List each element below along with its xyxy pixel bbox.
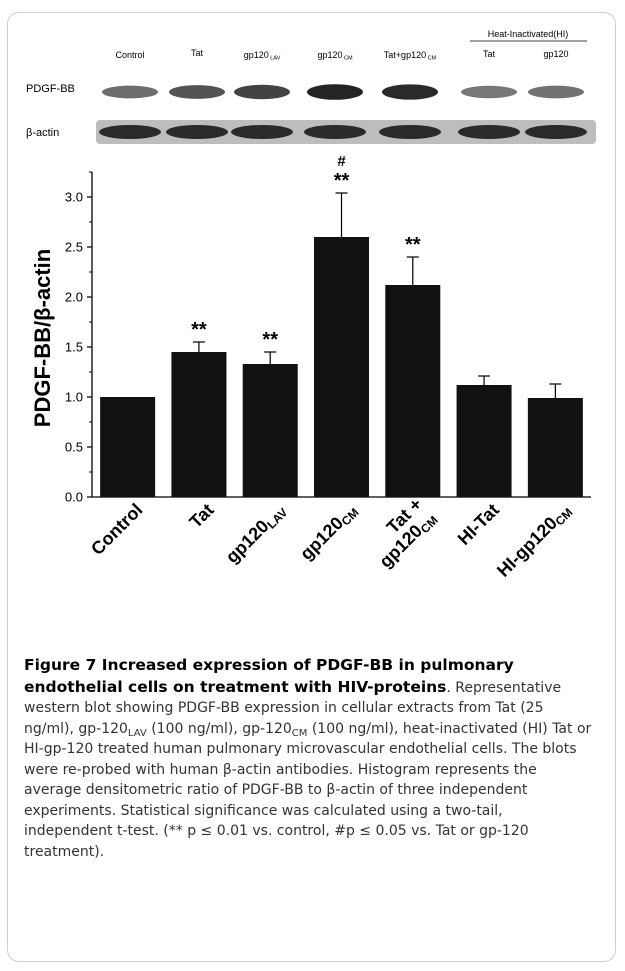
actin-band — [458, 125, 520, 139]
actin-band — [166, 125, 228, 139]
x-tick-label-main: Tat — [185, 500, 217, 532]
x-tick-label: Control — [87, 500, 146, 559]
blot-row-label-actin: β-actin — [26, 127, 59, 139]
blot-lane-label-sub: CM — [342, 56, 353, 62]
x-tick-label: Tat — [185, 500, 217, 532]
blot-lane-label: Tat — [191, 48, 204, 58]
hi-group-label: Heat-Inactivated(HI) — [488, 29, 569, 39]
blot-row-label-pdgf: PDGF-BB — [26, 83, 75, 95]
actin-band — [379, 125, 441, 139]
pdgf-band — [382, 84, 438, 100]
blot-lane-label: Tat — [483, 49, 496, 59]
pdgf-band — [169, 85, 225, 99]
y-tick-label: 0.5 — [65, 440, 83, 455]
pdgf-band — [234, 84, 290, 100]
bar — [385, 285, 441, 497]
figure-caption: Figure 7 Increased expression of PDGF-BB… — [24, 655, 592, 862]
x-tick-label: HI-gp120CM — [493, 500, 576, 583]
blot-lane-label: Tat+gp120 CM — [384, 50, 437, 62]
y-tick-label: 3.0 — [65, 190, 83, 205]
caption-body-2: (100 ng/ml), gp-120 — [146, 720, 292, 737]
bar — [527, 398, 583, 497]
actin-band — [231, 125, 293, 139]
blot-lane-label: gp120 CM — [317, 50, 353, 62]
x-tick-label: Tat +gp120CM — [362, 494, 441, 573]
western-blot: Control Tat gp120 LAV gp120 CM Tat+gp120 CM T… — [26, 29, 596, 144]
x-tick-label: gp120LAV — [222, 500, 291, 569]
significance-label: ** — [405, 234, 421, 256]
bar — [314, 237, 369, 497]
x-tick-label: gp120CM — [296, 500, 362, 566]
actin-band — [525, 125, 587, 139]
bar — [171, 352, 227, 497]
x-tick-label: HI-Tat — [454, 500, 503, 549]
actin-band — [304, 125, 366, 139]
caption-body-3: (100 ng/ml), heat-inactivated (HI) Tat o… — [24, 720, 592, 860]
caption-sub-lav: LAV — [127, 727, 147, 739]
significance-hash: # — [337, 153, 346, 170]
significance-label: ** — [334, 170, 350, 192]
blot-lane-label: gp120 — [543, 49, 568, 59]
x-tick-label-main: Control — [87, 500, 146, 559]
pdgf-band — [102, 85, 158, 99]
y-tick-label: 2.0 — [65, 290, 83, 305]
blot-lane-label: Control — [115, 50, 144, 60]
caption-sub-cm: CM — [291, 727, 308, 739]
pdgf-band — [528, 85, 584, 99]
y-tick-label: 2.5 — [65, 240, 83, 255]
y-tick-label: 1.5 — [65, 340, 83, 355]
bar — [456, 385, 512, 497]
blot-lane-label: gp120 LAV — [244, 50, 281, 62]
x-tick-label-main: HI-Tat — [454, 500, 503, 549]
pdgf-band — [461, 85, 517, 99]
blot-lane-label-sub: CM — [426, 56, 437, 62]
significance-label: ** — [262, 329, 278, 351]
pdgf-band — [307, 84, 363, 100]
bar — [242, 364, 298, 497]
blot-lane-label-sub: LAV — [269, 56, 281, 62]
y-tick-label: 0.0 — [65, 490, 83, 505]
significance-label: ** — [191, 319, 207, 341]
actin-band — [99, 125, 161, 139]
bar — [100, 397, 156, 497]
caption-title: Figure 7 Increased expression of PDGF-BB… — [24, 656, 514, 696]
caption-body-1: . Representative western blot showing PD… — [24, 679, 562, 737]
y-axis-label: PDGF-BB/β-actin — [30, 249, 55, 427]
y-tick-label: 1.0 — [65, 390, 83, 405]
x-tick-label-main: HI-gp120 — [493, 513, 561, 581]
